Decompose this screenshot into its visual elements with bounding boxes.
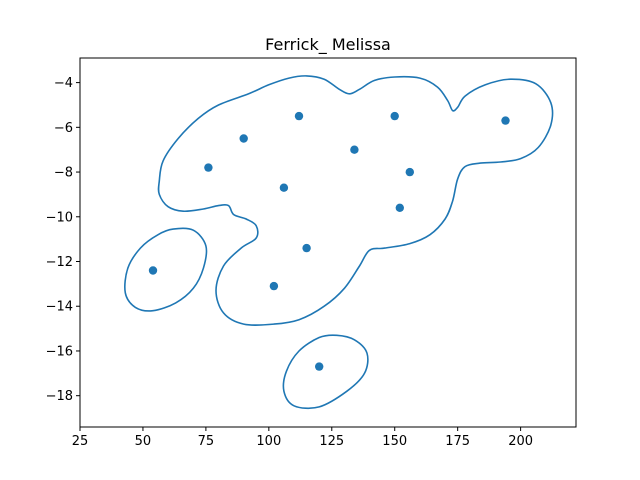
data-point-12 <box>405 167 414 177</box>
contour-layer <box>124 75 554 410</box>
data-point-11 <box>395 203 404 212</box>
y-tick-label: −6 <box>54 121 73 136</box>
y-axis: −18 −16 −14 −12 −10 −8 −6 −4 <box>46 76 80 404</box>
y-tick-label: −10 <box>46 210 73 225</box>
data-point-2 <box>204 163 213 172</box>
data-point-1 <box>148 266 158 275</box>
y-tick-label: −18 <box>46 389 73 404</box>
data-point-6 <box>294 111 304 121</box>
y-tick-label: −12 <box>46 255 73 270</box>
x-tick-label: 50 <box>135 434 152 449</box>
density-contour-1 <box>157 75 554 326</box>
data-point-7 <box>302 243 311 253</box>
y-tick-label: −14 <box>46 300 73 315</box>
density-contour-2 <box>124 227 208 312</box>
y-tick-label: −16 <box>46 344 73 359</box>
x-tick-label: 25 <box>72 434 89 449</box>
x-tick-label: 100 <box>256 434 281 449</box>
x-tick-label: 175 <box>445 434 470 449</box>
y-tick-label: −8 <box>54 166 73 181</box>
data-point-8 <box>315 362 324 371</box>
data-point-3 <box>239 134 248 143</box>
data-point-10 <box>390 111 399 121</box>
x-tick-label: 200 <box>508 434 533 449</box>
density-contour-3 <box>282 334 369 410</box>
y-tick-label: −4 <box>54 76 73 91</box>
x-axis: 25 50 75 100 125 150 175 200 <box>72 427 533 449</box>
x-tick-label: 75 <box>198 434 215 449</box>
data-point-4 <box>269 281 279 291</box>
data-point-13 <box>501 116 510 125</box>
x-tick-label: 125 <box>319 434 344 449</box>
chart-title: Ferrick_ Melissa <box>265 35 391 55</box>
data-point-9 <box>350 145 359 154</box>
x-tick-label: 150 <box>382 434 407 449</box>
point-layer <box>148 111 510 371</box>
data-point-5 <box>279 183 289 192</box>
plot-frame <box>79 57 577 428</box>
